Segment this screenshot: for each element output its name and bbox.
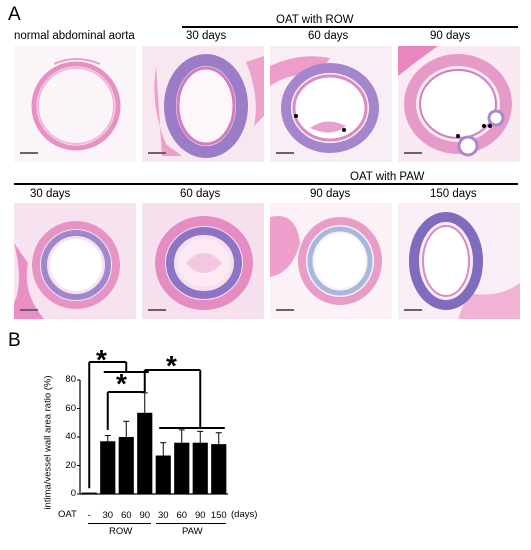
row-title: OAT with ROW [276,14,354,26]
x-tick-label: 90 [139,510,151,521]
panel-b-letter: B [8,330,21,351]
row-title-rule [182,26,518,28]
panel-a-letter: A [8,4,21,25]
y-tick-label: 40 [65,431,76,442]
histology-paw-90-days [270,203,392,319]
row-day-label: 30 days [186,30,227,42]
y-tick-label: 60 [65,402,76,414]
histology-paw-30-days [14,203,136,319]
days-unit-label: (days) [231,509,258,520]
significance-star: * [116,368,127,399]
significance-star: * [166,350,177,381]
paw-title-rule [14,183,518,185]
x-tick-label: - [87,510,91,521]
bar [137,412,153,494]
paw-day-label: 90 days [310,188,351,200]
x-tick-label: 90 [194,510,206,521]
paw-day-label: 150 days [430,188,477,200]
paw-day-label: 30 days [30,188,71,200]
paw-group-rule [156,523,226,525]
histology-paw-150-days [398,203,520,319]
bar [155,455,171,494]
histology-row-60-days [270,46,392,162]
x-tick-label: 30 [157,510,169,521]
histology-row-90-days [398,46,520,162]
normal-aorta-label: normal abdominal aorta [14,30,135,42]
x-tick-label: 60 [120,510,132,521]
x-tick-label: 60 [176,510,188,521]
x-tick-label: 150 [210,510,227,521]
row-day-label: 60 days [308,30,349,42]
x-tick-label: 30 [102,510,114,521]
bar [211,444,227,494]
row-group-rule [88,523,151,525]
row-day-label: 90 days [430,30,471,42]
histology-row-30-days [142,46,264,162]
bar [100,441,116,494]
paw-day-label: 60 days [180,188,221,200]
y-tick-label: 20 [65,459,76,471]
bar [174,442,190,494]
paw-group-label: PAW [182,526,203,537]
oat-label: OAT [58,509,77,520]
histology-normal-aorta [14,46,136,162]
bar [118,437,134,494]
bar [81,492,97,494]
row-group-label: ROW [109,526,133,537]
y-tick-label: 80 [65,374,76,385]
y-tick-label: 0 [70,488,76,499]
paw-title: OAT with PAW [350,171,425,183]
significance-star: * [96,344,107,375]
histology-paw-60-days [142,203,264,319]
bar [192,442,208,494]
